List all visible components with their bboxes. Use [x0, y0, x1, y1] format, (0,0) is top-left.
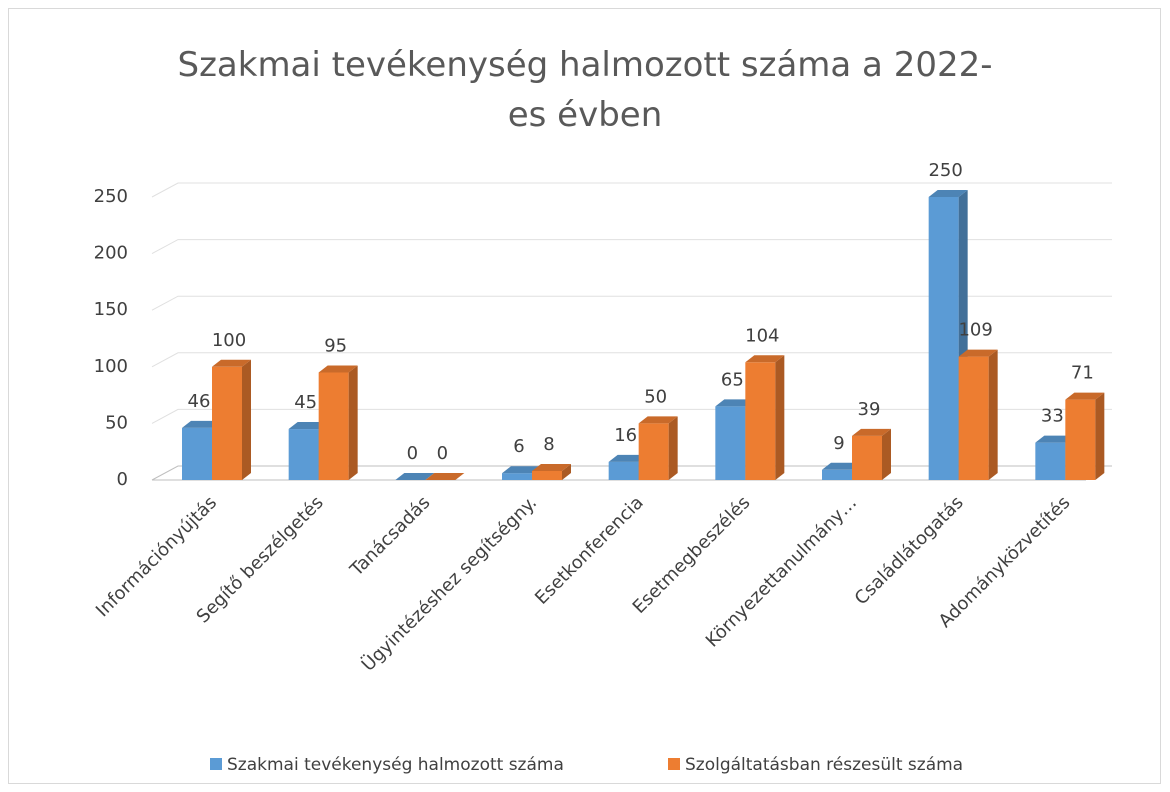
legend-label: Szakmai tevékenység halmozott száma [227, 755, 564, 775]
bar-top [1035, 435, 1075, 443]
bar-side [242, 359, 251, 480]
x-tick-label: Információnyújtás [92, 492, 221, 621]
bar-top [638, 416, 678, 424]
grid-line [151, 352, 1112, 368]
bar-side [668, 416, 678, 480]
bar-front [638, 423, 669, 480]
data-label: 33 [1041, 406, 1064, 427]
grid-line [151, 295, 1112, 311]
data-label: 95 [324, 335, 347, 356]
bar [318, 365, 358, 480]
bar-front [715, 406, 746, 480]
bar [852, 428, 891, 480]
bar-front [608, 461, 639, 480]
x-tick-label: Ügyintézéshez segítségny. [357, 492, 541, 676]
data-label: 9 [833, 433, 844, 454]
bar [212, 359, 251, 480]
bar-top [318, 365, 358, 373]
bar-top [928, 190, 968, 197]
data-label: 50 [644, 386, 667, 407]
data-label: 0 [407, 443, 418, 464]
bar-front [822, 469, 852, 480]
bar [638, 416, 678, 480]
bar-front [212, 366, 242, 480]
grid-line [151, 182, 1112, 198]
y-tick-label: 200 [94, 243, 128, 264]
grid-line [151, 239, 1112, 255]
bar-top [1065, 392, 1105, 400]
data-label: 6 [513, 436, 524, 457]
bar-front [502, 473, 532, 480]
legend-swatch [668, 758, 680, 770]
x-tick-label: Esetmegbeszélés [629, 492, 755, 618]
bar [745, 355, 785, 480]
data-label: 46 [188, 391, 211, 412]
bar-front [958, 356, 989, 480]
bar [958, 349, 998, 480]
data-label: 16 [614, 425, 637, 446]
data-label: 8 [543, 434, 554, 455]
bar-side [348, 365, 358, 480]
grid-line [151, 408, 1112, 424]
chart-title: Szakmai tevékenység halmozott száma a 20… [177, 45, 993, 135]
bar [532, 463, 571, 480]
data-label: 100 [212, 330, 246, 351]
bar-front [182, 427, 212, 480]
y-tick-label: 50 [105, 412, 128, 433]
x-tick-label: Esetkonferencia [531, 492, 648, 609]
bar-side [1095, 392, 1105, 480]
legend-swatch [210, 758, 222, 770]
bar-top [182, 420, 221, 428]
bar-top [608, 454, 648, 462]
bar-top [212, 359, 251, 367]
bar-side [882, 428, 891, 480]
y-tick-label: 250 [94, 186, 128, 207]
x-tick-label: Tanácsadás [346, 492, 435, 581]
bar-top [715, 399, 755, 407]
bar-top [822, 462, 861, 470]
legend-label: Szolgáltatásban részesült száma [685, 755, 963, 775]
y-tick-label: 100 [94, 356, 128, 377]
bar-top [288, 422, 328, 430]
bar-top [395, 473, 435, 480]
bar-top [425, 473, 465, 480]
bar-side [988, 349, 998, 480]
bar-front [318, 372, 349, 480]
chart-frame [8, 8, 1161, 784]
bar-front [532, 470, 562, 480]
grid-line [151, 465, 1112, 481]
bar-top [532, 463, 571, 471]
data-label: 104 [745, 325, 779, 346]
bar-front [288, 429, 319, 480]
bar [425, 473, 465, 480]
x-tick-label: Családlátogatás [851, 492, 968, 609]
bar-front [745, 362, 776, 480]
data-label: 45 [294, 392, 317, 413]
bar-top [958, 349, 998, 357]
data-label: 71 [1071, 363, 1094, 384]
y-tick-label: 0 [117, 469, 128, 490]
data-label: 39 [858, 399, 881, 420]
data-label: 0 [437, 443, 448, 464]
bar-top [852, 428, 891, 436]
y-tick-label: 150 [94, 299, 128, 320]
data-label: 250 [928, 160, 962, 181]
bar-front [1035, 442, 1066, 480]
bar-front [928, 197, 959, 480]
bar [1065, 392, 1105, 480]
bar [395, 473, 435, 480]
bar-side [562, 463, 571, 480]
bar-front [852, 435, 882, 480]
bar-front [1065, 399, 1096, 480]
data-label: 65 [721, 369, 744, 390]
data-label: 109 [958, 320, 992, 341]
bar-top [745, 355, 785, 363]
bar-top [502, 466, 541, 474]
bar-side [775, 355, 785, 480]
